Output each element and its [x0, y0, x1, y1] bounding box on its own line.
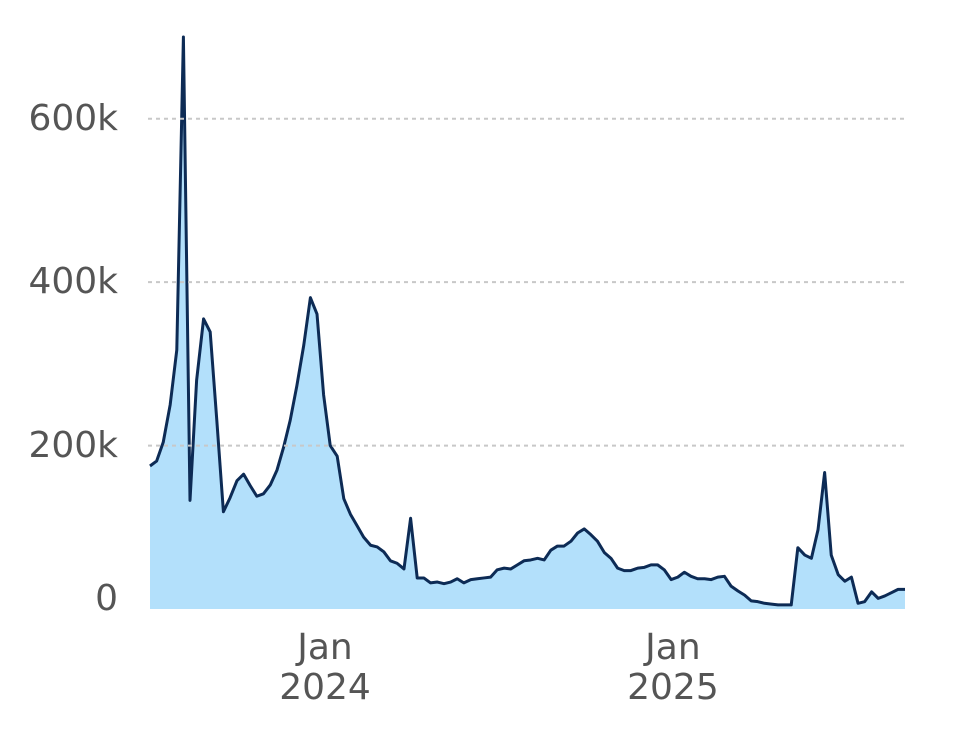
- y-tick-label: 600k: [28, 97, 118, 139]
- y-tick-label: 200k: [28, 424, 118, 466]
- y-tick-label: 0: [95, 578, 118, 619]
- x-tick-label: Jan 2024: [279, 627, 371, 708]
- area: [150, 37, 905, 609]
- x-tick-label: Jan 2025: [627, 627, 719, 708]
- y-tick-label: 400k: [28, 261, 118, 303]
- line: [149, 35, 905, 607]
